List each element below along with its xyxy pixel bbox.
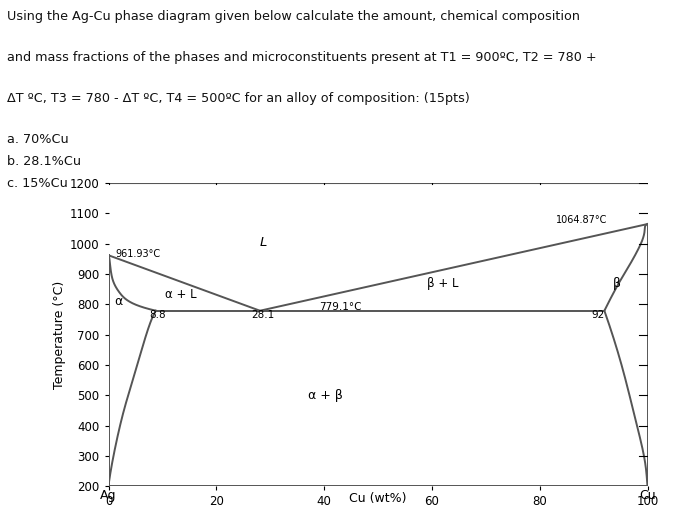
Text: α + β: α + β: [308, 389, 343, 402]
Text: 779.1°C: 779.1°C: [318, 301, 361, 312]
Text: 92: 92: [591, 310, 604, 320]
Text: Using the Ag-Cu phase diagram given below calculate the amount, chemical composi: Using the Ag-Cu phase diagram given belo…: [7, 10, 580, 24]
Text: and mass fractions of the phases and microconstituents present at T1 = 900ºC, T2: and mass fractions of the phases and mic…: [7, 51, 596, 64]
Y-axis label: Temperature (°C): Temperature (°C): [52, 281, 66, 389]
Text: a. 70%Cu: a. 70%Cu: [7, 133, 69, 146]
Text: b. 28.1%Cu: b. 28.1%Cu: [7, 155, 81, 168]
Text: ΔT ºC, T3 = 780 - ΔT ºC, T4 = 500ºC for an alloy of composition: (15pts): ΔT ºC, T3 = 780 - ΔT ºC, T4 = 500ºC for …: [7, 92, 470, 105]
Text: β: β: [612, 277, 620, 290]
Text: c. 15%Cu: c. 15%Cu: [7, 177, 68, 190]
Text: L: L: [260, 236, 267, 249]
Text: α: α: [114, 295, 122, 308]
Text: 1064.87°C: 1064.87°C: [556, 215, 607, 225]
Text: 961.93°C: 961.93°C: [115, 249, 160, 259]
Text: Ag: Ag: [100, 488, 117, 502]
Text: 28.1: 28.1: [251, 310, 274, 320]
Text: Cu (wt%): Cu (wt%): [349, 492, 407, 505]
Text: α + L: α + L: [165, 288, 197, 301]
Text: β + L: β + L: [426, 277, 458, 290]
Text: 8.8: 8.8: [149, 310, 166, 320]
Text: Cu: Cu: [639, 488, 656, 502]
